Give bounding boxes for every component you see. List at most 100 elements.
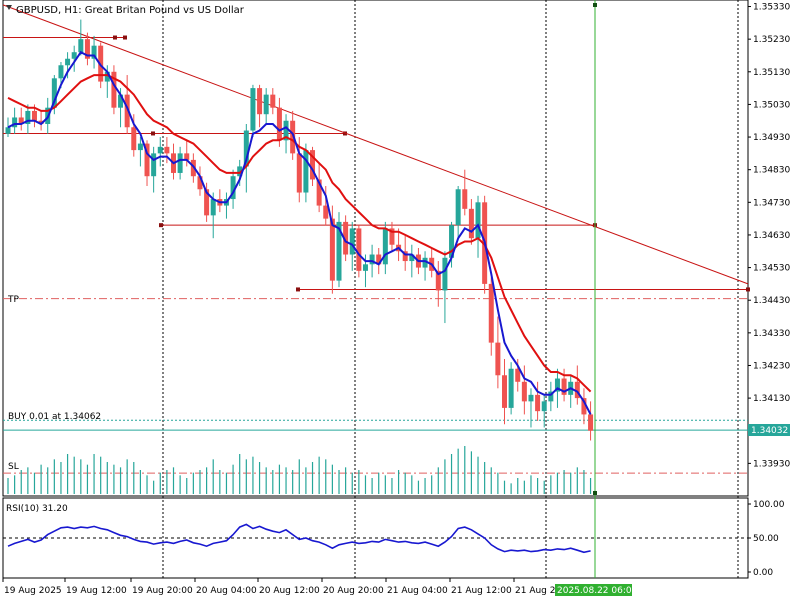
candle-body — [389, 228, 395, 245]
chart-title-group: GBPUSD, H1: Great Britan Pound vs US Dol… — [6, 5, 245, 16]
current-price-tag-bg — [748, 424, 790, 436]
candle-body — [104, 71, 110, 82]
candle-body — [290, 120, 296, 154]
candle-body — [588, 414, 594, 431]
candle-body — [541, 401, 547, 412]
candle-body — [442, 257, 448, 291]
candle-body — [144, 143, 150, 177]
candle-body — [210, 199, 216, 216]
candle-body — [528, 394, 534, 402]
candle-body — [495, 342, 501, 376]
candle-body — [5, 127, 11, 134]
candle-body — [462, 189, 468, 209]
candle-body — [455, 189, 461, 226]
candle-body — [84, 39, 90, 59]
candle-body — [521, 381, 527, 402]
level-anchor-marker — [746, 287, 750, 292]
candle-body — [574, 381, 580, 399]
candle-body — [554, 378, 560, 392]
candle-body — [409, 254, 415, 262]
candle-body — [515, 368, 521, 382]
candle-body — [276, 107, 282, 141]
candle-body — [376, 254, 382, 265]
time-marker-anchor — [593, 491, 597, 495]
candle-body — [131, 127, 137, 151]
level-anchor-marker — [296, 287, 300, 292]
price-axis: 1.35330 1.35230 1.35130 1.35030 1.34930 1.348… — [748, 3, 790, 578]
candle-body — [157, 146, 163, 154]
candle-body — [502, 375, 507, 408]
price-axis-label: 1.34330 — [753, 329, 790, 339]
level-anchor-marker — [113, 35, 117, 40]
level-anchor-marker — [151, 131, 155, 136]
time-axis-label: 19 Aug 12:00 — [66, 586, 127, 596]
candle-body — [316, 179, 322, 206]
candle-body — [349, 228, 355, 255]
candle-body — [58, 65, 64, 79]
ma-slow-line — [7, 74, 592, 393]
level-lines — [2, 0, 750, 578]
moving-averages — [7, 50, 592, 415]
candle-body — [508, 368, 514, 408]
cursor-time-text: 2025.08.22 06:00 — [557, 586, 638, 596]
current-price-text: 1.34032 — [751, 426, 788, 436]
price-axis-label: 1.34730 — [753, 198, 790, 208]
candle-body — [343, 221, 349, 255]
price-axis-label: 1.34930 — [753, 133, 790, 143]
symbol-triangle-icon — [6, 5, 12, 10]
candle-body — [91, 45, 97, 59]
candle-body — [303, 150, 309, 193]
ma-fast-line — [7, 50, 592, 415]
candle-body — [362, 264, 368, 271]
candle-body — [12, 117, 18, 128]
candle-body — [257, 88, 263, 115]
time-axis-label: 20 Aug 20:00 — [323, 586, 384, 596]
candle-body — [422, 257, 428, 268]
candle-body — [382, 228, 388, 265]
grid — [3, 0, 748, 578]
candle-body — [137, 143, 143, 151]
volume-bars — [7, 446, 592, 494]
trend-line — [2, 4, 749, 285]
rsi-label: RSI(10) 31.20 — [6, 504, 68, 514]
candle-body — [535, 394, 541, 412]
cursor-time-tag-bg — [555, 584, 632, 596]
candle-body — [197, 176, 203, 190]
candle-body — [561, 378, 567, 395]
chart-title: GBPUSD, H1: Great Britan Pound vs US Dol… — [16, 5, 245, 16]
candle-body — [323, 205, 329, 219]
candle-body — [250, 88, 256, 131]
rsi-axis-label: 50.00 — [753, 534, 779, 544]
candle-body — [71, 52, 77, 59]
candle-body — [65, 58, 71, 66]
candle-body — [204, 189, 210, 216]
time-axis: 19 Aug 2025 19 Aug 12:00 19 Aug 20:00 20 Au… — [2, 578, 576, 596]
time-axis-label: 20 Aug 04:00 — [196, 586, 257, 596]
main-panel-frame — [2, 0, 749, 497]
candle-body — [475, 202, 481, 239]
price-axis-label: 1.34630 — [753, 231, 790, 241]
time-axis-label: 21 Aug 04:00 — [387, 586, 448, 596]
price-axis-label: 1.35030 — [753, 100, 790, 110]
candle-body — [488, 283, 494, 343]
candle-body — [25, 110, 31, 124]
candle-body — [356, 228, 362, 271]
cursor-time-tag: 2025.08.22 06:00 — [555, 584, 638, 596]
candle-body — [164, 146, 170, 154]
candle-body — [118, 94, 124, 108]
candle-body — [435, 270, 441, 291]
rsi-series — [7, 523, 591, 554]
candle-body — [51, 78, 57, 108]
candle-body — [263, 94, 269, 115]
candle-body — [111, 71, 117, 108]
candle-body — [184, 153, 190, 160]
price-axis-label: 1.35330 — [753, 3, 790, 13]
candle-body — [449, 225, 455, 258]
time-axis-label: 20 Aug 12:00 — [259, 586, 320, 596]
candle-body — [230, 176, 236, 200]
time-axis-label: 21 Aug 12:00 — [451, 586, 512, 596]
time-axis-label: 21 Aug 20:00 — [515, 586, 576, 596]
